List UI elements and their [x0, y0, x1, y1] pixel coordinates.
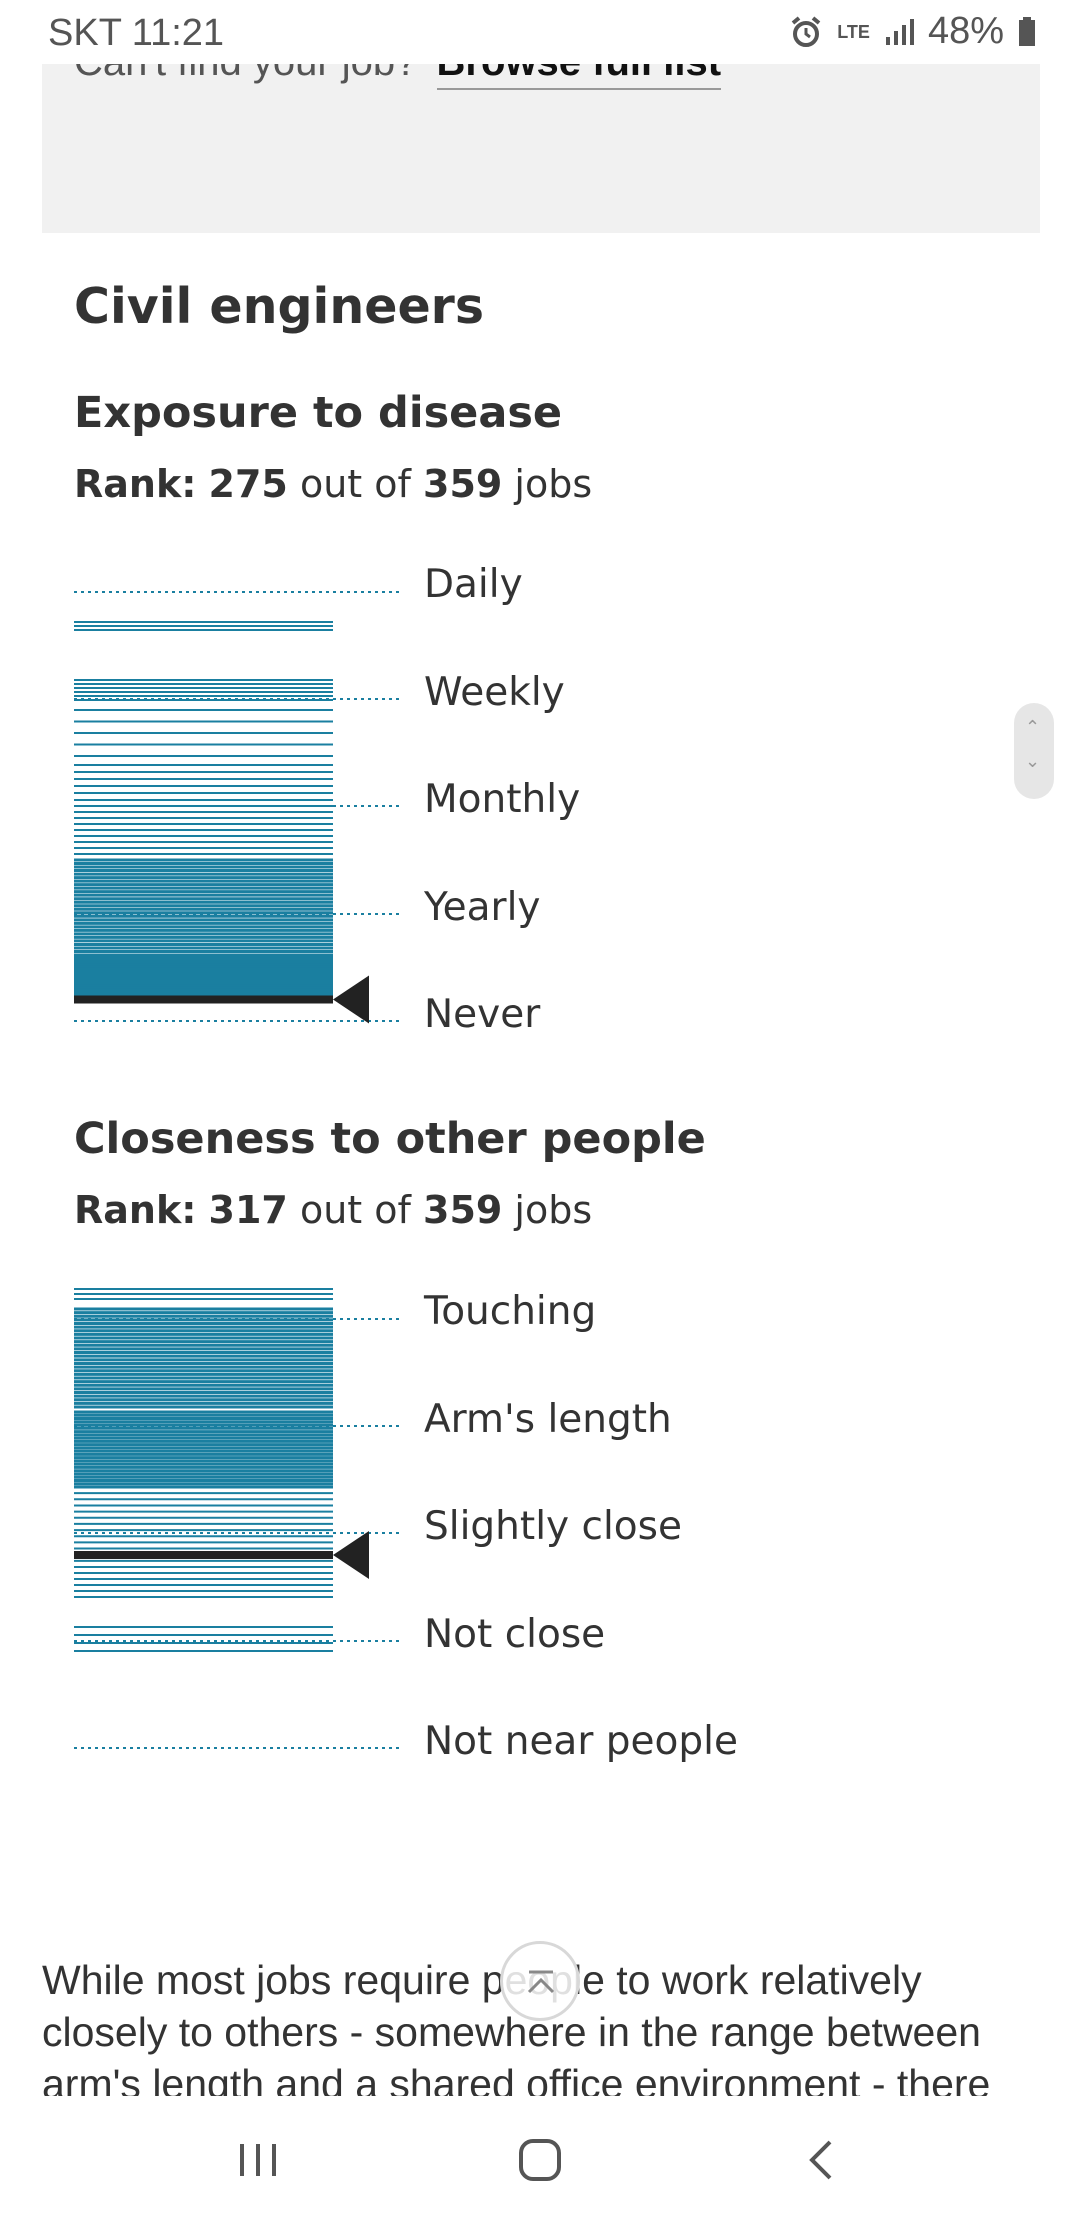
recent-apps-icon[interactable] — [228, 2130, 288, 2190]
chevron-up-icon — [527, 1970, 555, 1994]
level-label: Arm's length — [424, 1397, 672, 1442]
rank-value: 317 — [208, 1188, 288, 1232]
level-label: Touching — [424, 1289, 597, 1334]
alarm-icon — [791, 15, 821, 47]
current-job-marker — [333, 975, 369, 1024]
level-label: Monthly — [424, 777, 581, 822]
battery-icon — [1019, 16, 1035, 46]
rank-out-of: out of — [299, 1188, 411, 1232]
status-bar: SKT 11:21 LTE 48% — [0, 0, 1080, 64]
chart-closeness: Touching Arm's length Slightly close Not… — [0, 1287, 1080, 1767]
back-icon[interactable] — [792, 2130, 852, 2190]
rank-unit: jobs — [514, 1188, 593, 1232]
level-label: Daily — [424, 562, 523, 607]
level-label: Never — [424, 992, 541, 1037]
level-label: Not near people — [424, 1719, 738, 1764]
chart-disease: Daily Weekly Monthly Yearly Never — [0, 560, 1080, 1040]
rank-label: Rank: — [74, 462, 197, 506]
rank-total: 359 — [423, 1188, 503, 1232]
rank-closeness: Rank: 317 out of 359 jobs — [74, 1188, 592, 1232]
chevron-down-icon: ⌄ — [1025, 751, 1041, 772]
chart-disease-svg — [74, 591, 400, 1024]
rank-unit: jobs — [514, 462, 593, 506]
signal-icon — [885, 18, 914, 45]
current-job-marker — [333, 1530, 369, 1579]
rank-out-of: out of — [299, 462, 411, 506]
rank-value: 275 — [208, 462, 288, 506]
status-icons: LTE 48% — [789, 10, 1036, 53]
level-label: Slightly close — [424, 1504, 682, 1549]
section-title-disease: Exposure to disease — [74, 388, 563, 438]
level-label: Yearly — [424, 885, 541, 930]
chevron-up-icon: ⌃ — [1025, 717, 1041, 738]
level-label: Not close — [424, 1612, 606, 1657]
job-title: Civil engineers — [74, 278, 485, 335]
scroll-handle[interactable]: ⌃ ⌄ — [1014, 703, 1054, 799]
system-nav-bar — [0, 2096, 1080, 2220]
section-title-closeness: Closeness to other people — [74, 1114, 706, 1164]
battery-percent: 48% — [927, 10, 1004, 52]
rank-label: Rank: — [74, 1188, 197, 1232]
status-time: SKT 11:21 — [48, 12, 225, 54]
rank-disease: Rank: 275 out of 359 jobs — [74, 462, 592, 506]
home-icon[interactable] — [510, 2130, 570, 2190]
chart-closeness-svg — [74, 1288, 400, 1749]
rank-total: 359 — [423, 462, 503, 506]
scroll-to-top-button[interactable] — [500, 1941, 580, 2021]
level-label: Weekly — [424, 670, 565, 715]
network-type: LTE — [837, 21, 870, 42]
